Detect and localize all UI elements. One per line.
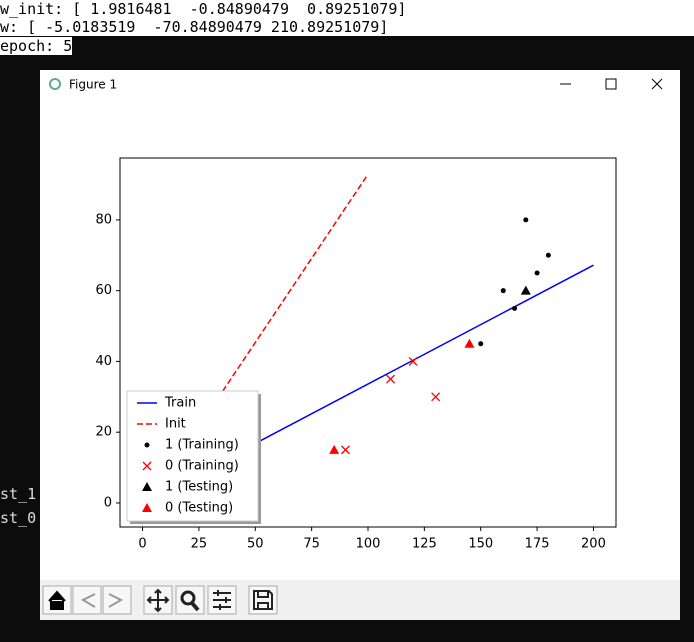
legend-label: 1 (Testing)	[165, 480, 233, 495]
configure-icon	[213, 590, 231, 610]
window-icon	[49, 78, 61, 90]
x-tick-label: 150	[468, 537, 493, 552]
point	[431, 392, 441, 402]
y-tick-label: 20	[95, 425, 112, 440]
point	[340, 445, 350, 455]
legend-label: Init	[165, 417, 186, 432]
terminal-line: epoch: 5	[0, 37, 73, 55]
legend-label: Train	[164, 396, 196, 411]
x-tick-label: 175	[525, 537, 550, 552]
x-tick-label: 125	[412, 537, 437, 552]
home-icon	[48, 590, 66, 610]
axes-frame	[119, 157, 617, 528]
zoom-button[interactable]	[175, 585, 205, 615]
figure-window: Figure 1 0 25 50 75 100 125 150 175 200 0 20 40 60 80…	[40, 70, 680, 620]
back-icon	[80, 593, 96, 608]
y-tick-label: 40	[95, 354, 112, 369]
forward-button[interactable]	[102, 585, 132, 615]
terminal-line: w: [ -5.0183519 -70.84890479 210.8925107…	[0, 18, 694, 36]
point	[386, 374, 396, 384]
window-title: Figure 1	[69, 78, 117, 92]
forward-icon	[108, 593, 124, 608]
point	[478, 341, 484, 347]
point	[545, 252, 551, 258]
point	[329, 444, 340, 454]
point	[512, 305, 518, 311]
window-bg	[40, 70, 680, 620]
point	[520, 285, 531, 295]
legend-label: 0 (Testing)	[165, 501, 233, 516]
point	[464, 338, 475, 348]
legend-marker	[142, 482, 152, 491]
y-tick-label: 60	[95, 283, 112, 298]
point	[523, 217, 529, 223]
close-button[interactable]	[651, 78, 663, 90]
maximize-button[interactable]	[605, 78, 617, 90]
legend-marker	[142, 461, 152, 471]
toolbar-buttons	[42, 585, 278, 615]
toolbar	[40, 580, 680, 620]
x-tick-label: 50	[247, 537, 264, 552]
zoom-icon	[180, 590, 196, 606]
legend-label: 0 (Training)	[165, 459, 239, 474]
x-tick-label: 200	[581, 537, 606, 552]
point	[500, 288, 506, 294]
legend	[126, 390, 259, 522]
save-icon	[253, 590, 273, 610]
point	[408, 356, 418, 366]
pan-icon	[146, 588, 170, 613]
legend-marker	[142, 503, 152, 512]
x-tick-label: 100	[356, 537, 381, 552]
x-tick-label: 75	[303, 537, 320, 552]
legend-marker	[144, 442, 150, 448]
terminal-fragment: st_1	[0, 485, 37, 503]
legend-label: 1 (Training)	[165, 438, 239, 453]
point	[534, 270, 540, 276]
chart: 0 25 50 75 100 125 150 175 200 0 20 40 60 80 Train Init…	[95, 157, 617, 552]
terminal-fragment: st_0	[0, 509, 37, 527]
x-tick-label: 0	[138, 537, 146, 552]
back-button[interactable]	[72, 585, 102, 615]
terminal-line: w_init: [ 1.9816481 -0.84890479 0.892510…	[0, 0, 694, 18]
y-tick-label: 0	[104, 495, 112, 510]
x-tick-label: 25	[191, 537, 208, 552]
y-tick-label: 80	[95, 212, 112, 227]
